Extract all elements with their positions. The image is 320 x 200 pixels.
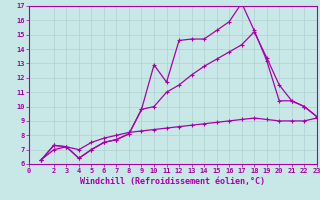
X-axis label: Windchill (Refroidissement éolien,°C): Windchill (Refroidissement éolien,°C) xyxy=(80,177,265,186)
